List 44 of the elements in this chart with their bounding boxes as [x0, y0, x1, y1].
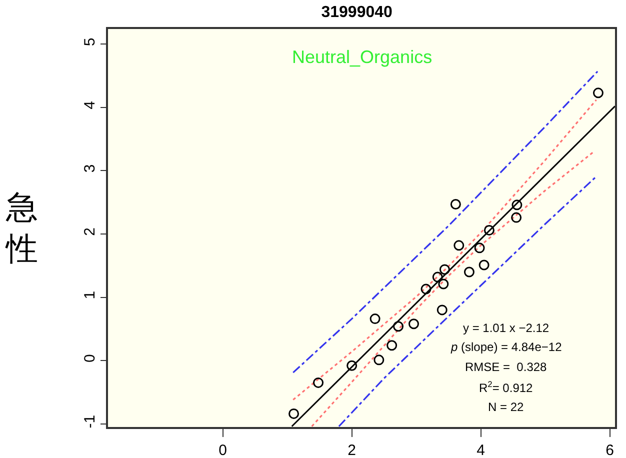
point	[393, 321, 404, 332]
point	[432, 272, 443, 282]
y-tick-label: 3	[81, 164, 98, 173]
annotation: N = 22	[488, 400, 524, 414]
y-axis-title: 急性	[5, 188, 38, 268]
y-tick-label: 0	[81, 354, 98, 362]
point	[313, 377, 324, 388]
point	[439, 264, 450, 275]
point	[438, 278, 449, 290]
y-tick-label: 2	[81, 228, 98, 236]
line-series	[292, 70, 598, 374]
annotation: y = 1.01 x −2.12	[463, 321, 550, 335]
annotation: Neutral_Organics	[292, 47, 432, 67]
point	[450, 199, 461, 210]
point	[346, 360, 358, 371]
annotation: RMSE = 0.328	[465, 360, 548, 374]
point	[484, 224, 494, 236]
point	[408, 318, 419, 330]
point	[420, 284, 432, 294]
point	[592, 88, 604, 98]
point	[474, 242, 485, 254]
y-tick-label: 4	[81, 101, 98, 110]
y-tick-label: 1	[81, 290, 98, 300]
point	[464, 266, 474, 278]
point	[436, 304, 448, 316]
y-tick-label: -1	[81, 414, 98, 428]
line-series	[338, 176, 596, 427]
point	[386, 340, 398, 351]
point	[454, 240, 464, 251]
point	[511, 212, 522, 223]
line-series	[311, 150, 595, 427]
point	[374, 354, 384, 366]
point	[512, 200, 522, 210]
y-tick-label: 5	[81, 38, 98, 46]
point	[478, 260, 490, 270]
point	[288, 408, 300, 419]
x-tick-label: 4	[476, 442, 485, 458]
x-tick-label: 6	[606, 442, 614, 458]
point	[370, 314, 380, 324]
annotation: p (slope) = 4.84e−12	[450, 340, 562, 354]
x-tick-label: 2	[348, 442, 356, 458]
x-tick-label: 0	[218, 442, 227, 458]
annotation: R$^{2}$= 0.912	[479, 379, 534, 396]
chart-title: 31999040	[321, 4, 393, 22]
